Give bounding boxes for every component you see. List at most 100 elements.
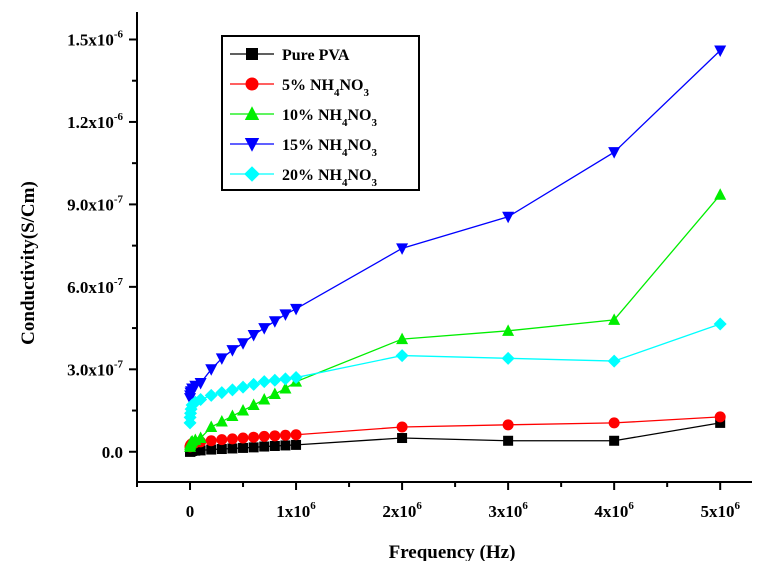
- y-axis-title: Conductivity(S/Cm): [18, 181, 39, 345]
- data-point: [247, 377, 261, 391]
- data-point: [269, 440, 280, 451]
- data-point: [502, 211, 515, 224]
- data-point: [291, 439, 302, 450]
- data-point: [268, 316, 281, 328]
- x-tick-label: 5x106: [700, 500, 740, 521]
- legend-item: Pure PVA: [230, 47, 350, 64]
- data-point: [238, 442, 249, 453]
- data-point: [396, 332, 409, 345]
- y-tick-label: 1.2x10-6: [67, 111, 123, 132]
- legend: Pure PVA 5% NH4NO3 10% NH4NO3 15% NH4NO3 20%…: [221, 35, 420, 191]
- data-point: [194, 393, 208, 407]
- data-point: [396, 421, 408, 433]
- data-point: [226, 345, 239, 357]
- y-tick-label: 6.0x10-7: [67, 276, 123, 297]
- series-5: [183, 317, 727, 430]
- data-point: [608, 313, 621, 325]
- series-4: [184, 45, 727, 405]
- x-tick-label: 3x106: [488, 500, 528, 521]
- series-line: [189, 416, 721, 447]
- data-point: [608, 147, 621, 159]
- series-3: [184, 188, 727, 452]
- series-line: [189, 323, 721, 423]
- data-point: [609, 435, 620, 446]
- y-tick-label: 9.0x10-7: [67, 193, 123, 214]
- data-point: [278, 372, 292, 386]
- data-point: [279, 429, 291, 441]
- x-tick-label: 1x106: [276, 500, 316, 521]
- data-point: [237, 432, 249, 444]
- data-point: [257, 375, 271, 389]
- data-point: [258, 323, 271, 335]
- legend-swatch-marker: [244, 138, 260, 152]
- data-point: [205, 364, 218, 376]
- data-point: [247, 398, 260, 411]
- legend-label: 15% NH4NO3: [282, 137, 378, 159]
- data-point: [248, 442, 259, 453]
- y-tick-label: 0.0: [102, 443, 123, 462]
- data-point: [248, 431, 260, 443]
- data-point: [714, 188, 727, 200]
- data-point: [715, 417, 726, 428]
- legend-item: 10% NH4NO3: [230, 106, 378, 129]
- data-point: [268, 373, 282, 387]
- legend-item: 5% NH4NO3: [230, 77, 370, 99]
- data-point: [290, 303, 303, 316]
- legend-label: Pure PVA: [282, 47, 350, 64]
- data-point: [195, 445, 206, 456]
- data-point: [289, 371, 303, 385]
- data-point: [714, 45, 727, 57]
- data-point: [225, 383, 239, 397]
- data-point: [226, 433, 238, 445]
- data-point: [237, 404, 250, 416]
- data-point: [503, 435, 514, 446]
- data-point: [396, 243, 409, 255]
- x-tick-label: 0: [186, 502, 195, 521]
- data-point: [608, 417, 620, 429]
- data-point: [258, 430, 270, 442]
- data-point: [502, 419, 514, 431]
- series-layer: [183, 45, 727, 457]
- x-tick-label: 2x106: [382, 500, 422, 521]
- plot-frame: [136, 12, 752, 483]
- y-tick-label: 3.0x10-7: [67, 358, 123, 379]
- data-point: [607, 354, 621, 368]
- data-point: [259, 441, 270, 452]
- data-point: [194, 431, 207, 444]
- data-point: [215, 386, 229, 400]
- data-point: [258, 393, 271, 405]
- legend-item: 15% NH4NO3: [230, 137, 378, 159]
- data-point: [269, 430, 281, 442]
- data-point: [714, 411, 726, 423]
- legend-swatch-marker: [245, 77, 259, 91]
- data-point: [397, 433, 408, 444]
- x-tick-label: 4x106: [594, 500, 634, 521]
- legend-swatch-marker: [244, 106, 260, 120]
- data-point: [279, 382, 292, 394]
- data-point: [205, 435, 217, 447]
- x-axis-title: Frequency (Hz): [389, 542, 516, 561]
- data-point: [268, 387, 281, 400]
- legend-item: 20% NH4NO3: [230, 166, 378, 189]
- legend-swatch-marker: [246, 48, 258, 60]
- data-point: [247, 329, 260, 342]
- data-point: [501, 351, 515, 365]
- data-point: [204, 388, 218, 402]
- data-point: [205, 420, 218, 433]
- data-point: [216, 444, 227, 455]
- data-point: [237, 338, 250, 350]
- data-point: [290, 429, 302, 441]
- data-point: [236, 380, 250, 394]
- legend-label: 20% NH4NO3: [282, 167, 378, 189]
- legend-label: 5% NH4NO3: [282, 77, 370, 99]
- data-point: [280, 440, 291, 451]
- legend-label: 10% NH4NO3: [282, 107, 378, 129]
- y-tick-label: 1.5x10-6: [67, 28, 123, 49]
- axis-ticks: 0 1x106 2x106 3x106 4x106 5x106 0.0 3.0x10-7 6.0…: [67, 28, 740, 521]
- data-point: [502, 324, 515, 336]
- data-point: [227, 443, 238, 454]
- data-point: [395, 349, 409, 363]
- data-point: [215, 415, 228, 427]
- data-point: [279, 309, 292, 321]
- data-point: [194, 378, 207, 390]
